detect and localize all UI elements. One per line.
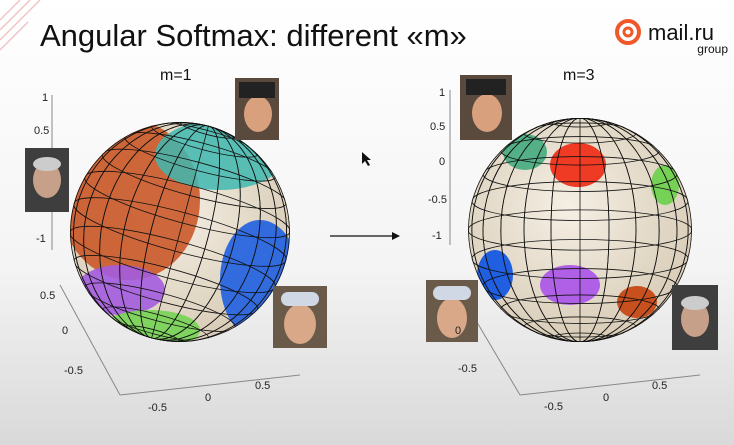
logo: mail.ru group	[615, 19, 728, 56]
grid-curve	[468, 209, 692, 251]
z-tick-label: -0.5	[428, 194, 447, 206]
z-tick-label: 0.5	[430, 121, 445, 133]
logo-name: mail.ru	[648, 20, 714, 45]
grid-curve	[73, 255, 259, 316]
z-tick-label: -1	[432, 230, 442, 242]
sphere-m3	[468, 118, 692, 342]
sphere-outline	[468, 118, 692, 342]
y-tick-label: 0	[62, 325, 68, 337]
grid-curve	[523, 316, 637, 338]
z-tick-label: -1	[36, 233, 46, 245]
grid-curve	[523, 118, 637, 342]
title: Angular Softmax: different «m»	[40, 18, 467, 53]
grid-curve	[500, 118, 660, 342]
face-photos	[25, 75, 718, 350]
z-tick-label: 0	[439, 156, 445, 168]
grid-curve	[550, 332, 610, 342]
x-tick-label: 0	[603, 392, 609, 404]
y-tick-label: -0.5	[458, 363, 477, 375]
panel-label: m=1	[160, 67, 192, 84]
y-tick-label: -0.5	[64, 365, 83, 377]
z-tick-label: 1	[439, 87, 445, 99]
grid-curve	[101, 148, 287, 209]
grid-curve	[73, 122, 287, 342]
x-tick-label: 0	[205, 392, 211, 404]
corner-stripes	[0, 0, 41, 51]
grid-curve	[471, 118, 689, 342]
grid-curve	[550, 118, 610, 128]
grid-curve	[482, 118, 678, 342]
x-tick-label: -0.5	[148, 402, 167, 414]
grid-curve	[84, 170, 290, 239]
x-tick-label: -0.5	[544, 401, 563, 413]
sphere-outline	[70, 122, 290, 342]
grid-curve	[124, 132, 276, 182]
grid-curve	[523, 122, 637, 144]
x-tick-label: 0.5	[255, 380, 270, 392]
y-tick-label: 0	[455, 325, 461, 337]
z-tick-label: 0.5	[34, 125, 49, 137]
y-tick-label: 0.5	[40, 290, 55, 302]
arrow	[330, 232, 400, 240]
logo-sub: group	[697, 42, 728, 56]
grid-curve	[84, 282, 236, 332]
cursor	[362, 152, 371, 166]
panel-label: m=3	[563, 67, 595, 84]
grid-curve	[73, 197, 287, 267]
z-tick-label: 1	[42, 92, 48, 104]
grid-curve	[101, 306, 209, 342]
grid-curve	[550, 118, 610, 342]
x-tick-label: 0.5	[652, 380, 667, 392]
